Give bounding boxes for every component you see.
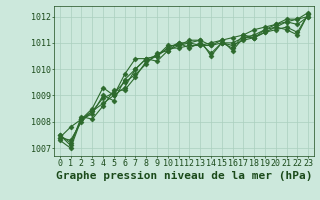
X-axis label: Graphe pression niveau de la mer (hPa): Graphe pression niveau de la mer (hPa) (56, 171, 312, 181)
